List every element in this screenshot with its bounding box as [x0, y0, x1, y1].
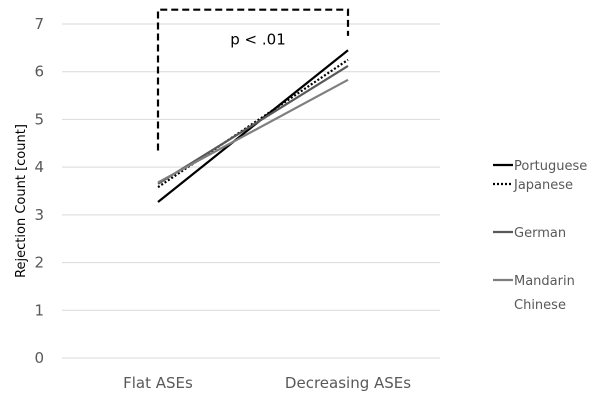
legend: Portuguese Japanese German Mandarin Chinese: [493, 159, 587, 313]
y-tick-label: 6: [34, 63, 44, 81]
y-tick-label: 2: [34, 254, 44, 272]
y-tick-label: 5: [34, 110, 44, 128]
legend-label: Portuguese: [514, 159, 587, 174]
gridlines: [62, 23, 440, 359]
x-tick-label: Decreasing ASEs: [285, 374, 411, 392]
y-tick-label: 3: [34, 206, 44, 224]
y-axis-label: Rejection Count [count]: [14, 124, 29, 278]
y-axis-ticks: 0 1 2 3 4 5 6 7: [34, 15, 44, 367]
y-tick-label: 4: [34, 158, 44, 176]
significance-bracket: p < .01: [156, 8, 350, 151]
x-axis-ticks: Flat ASEs Decreasing ASEs: [123, 374, 411, 392]
series-line-mandarin-chinese: [157, 78, 349, 184]
legend-label: Mandarin: [514, 274, 575, 289]
y-tick-label: 0: [34, 349, 44, 367]
legend-label: Japanese: [513, 178, 573, 193]
legend-label: Chinese: [514, 298, 566, 313]
x-tick-label: Flat ASEs: [123, 374, 193, 392]
y-tick-label: 7: [34, 15, 44, 33]
p-value-annotation: p < .01: [230, 31, 285, 49]
series-lines: [157, 49, 349, 203]
bracket-line: [156, 8, 350, 151]
legend-label: German: [514, 226, 566, 241]
y-tick-label: 1: [34, 301, 44, 319]
